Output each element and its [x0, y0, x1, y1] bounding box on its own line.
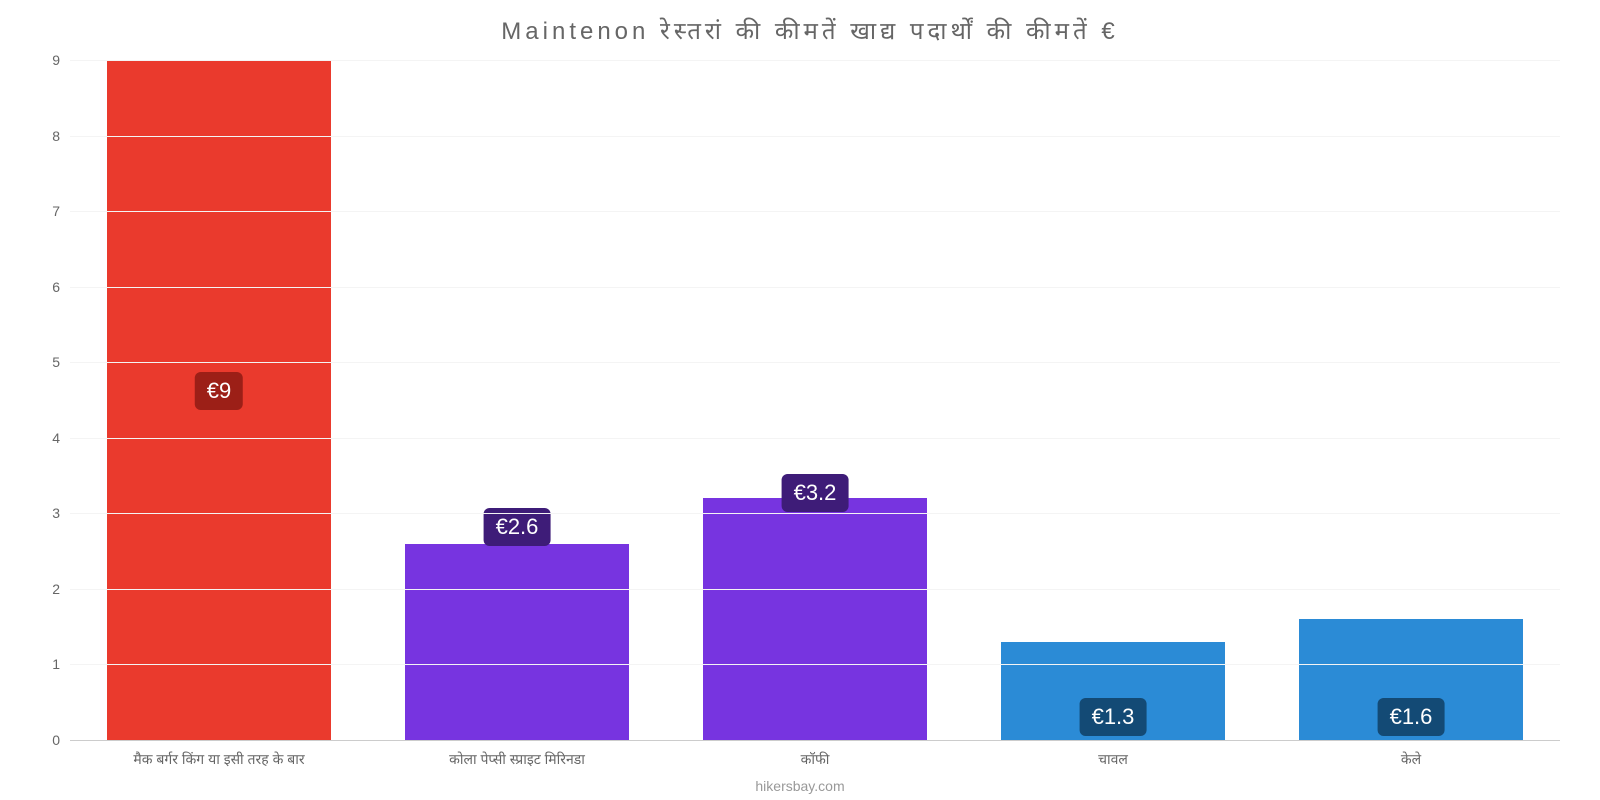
x-tick-label: चावल [1098, 750, 1128, 769]
y-tick-label: 9 [52, 52, 70, 68]
grid-line [70, 287, 1560, 288]
y-tick-label: 5 [52, 354, 70, 370]
x-axis-labels: मैक बर्गर किंग या इसी तरह के बार कोला पेप… [70, 750, 1560, 770]
x-tick-label: कॉफी [801, 750, 830, 769]
grid-line [70, 60, 1560, 61]
y-tick-label: 4 [52, 430, 70, 446]
value-badge: €1.3 [1080, 698, 1147, 736]
grid-line [70, 136, 1560, 137]
y-tick-label: 6 [52, 279, 70, 295]
bar [703, 498, 927, 740]
y-tick-label: 1 [52, 656, 70, 672]
footer-attribution: hikersbay.com [0, 778, 1600, 794]
grid-line [70, 513, 1560, 514]
grid-line [70, 211, 1560, 212]
chart-title: Maintenon रेस्तरां की कीमतें खाद्य पदार्… [60, 10, 1560, 47]
plot-area: €9€2.6€3.2€1.3€1.6 0123456789 [70, 60, 1560, 740]
x-tick-label: कोला पेप्सी स्प्राइट मिरिनडा [449, 750, 585, 769]
value-badge: €3.2 [782, 474, 849, 512]
value-badge: €9 [195, 372, 243, 410]
y-tick-label: 0 [52, 732, 70, 748]
bar [405, 544, 629, 740]
grid-line [70, 589, 1560, 590]
grid-line [70, 362, 1560, 363]
x-tick-label: मैक बर्गर किंग या इसी तरह के बार [133, 750, 304, 769]
grid-line [70, 664, 1560, 665]
price-bar-chart: Maintenon रेस्तरां की कीमतें खाद्य पदार्… [0, 0, 1600, 800]
grid-line [70, 438, 1560, 439]
value-badge: €1.6 [1378, 698, 1445, 736]
x-tick-label: केले [1401, 750, 1421, 769]
y-tick-label: 7 [52, 203, 70, 219]
y-tick-label: 3 [52, 505, 70, 521]
bars-layer: €9€2.6€3.2€1.3€1.6 [70, 60, 1560, 740]
y-tick-label: 2 [52, 581, 70, 597]
x-axis-line [70, 740, 1560, 741]
y-tick-label: 8 [52, 128, 70, 144]
